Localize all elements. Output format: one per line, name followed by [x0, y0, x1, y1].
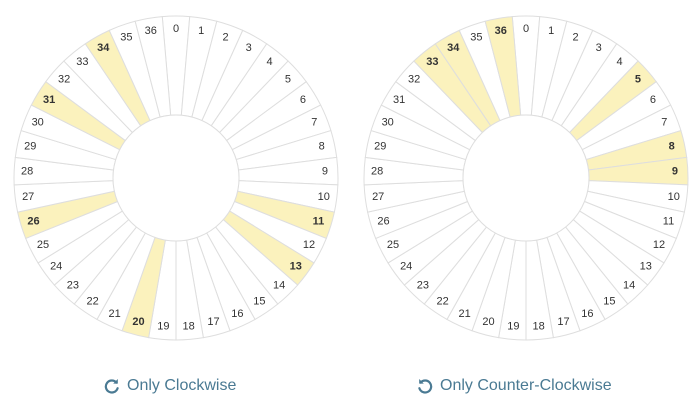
segment-number-23: 23: [67, 280, 79, 292]
segment-number-31: 31: [43, 94, 55, 106]
segment-number-31: 31: [393, 94, 405, 106]
segment-number-26: 26: [377, 216, 389, 228]
segment-number-7: 7: [661, 116, 667, 128]
segment-number-6: 6: [300, 94, 306, 106]
segment-number-22: 22: [436, 295, 448, 307]
segment-number-21: 21: [108, 308, 120, 320]
segment-number-22: 22: [86, 295, 98, 307]
segment-number-1: 1: [548, 25, 554, 37]
segment-number-30: 30: [382, 116, 394, 128]
segment-number-11: 11: [313, 216, 325, 228]
segment-number-36: 36: [495, 25, 507, 37]
segment-number-28: 28: [371, 166, 383, 178]
segment-number-23: 23: [417, 280, 429, 292]
segment-number-19: 19: [157, 321, 169, 333]
segment-number-34: 34: [447, 42, 460, 54]
segment-number-3: 3: [596, 42, 602, 54]
segment-number-14: 14: [623, 280, 635, 292]
segment-number-7: 7: [311, 116, 317, 128]
segment-number-3: 3: [246, 42, 252, 54]
counter-clockwise-wheel: 0 123456789101112131415161718192021222324…: [363, 15, 689, 341]
segment-number-8: 8: [669, 141, 675, 153]
segment-number-5: 5: [285, 74, 291, 86]
segment-number-12: 12: [653, 239, 665, 251]
segment-number-13: 13: [640, 261, 652, 273]
segment-number-11: 11: [663, 216, 674, 228]
segment-number-4: 4: [267, 56, 273, 68]
segment-number-27: 27: [22, 191, 34, 203]
segment-number-1: 1: [198, 25, 204, 37]
segment-number-36: 36: [145, 25, 157, 37]
segment-number-2: 2: [223, 32, 229, 44]
segment-number-0: 0: [523, 23, 529, 35]
wheel-center: [112, 114, 240, 242]
segment-number-21: 21: [458, 308, 470, 320]
segment-number-34: 34: [97, 42, 110, 54]
segment-number-9: 9: [672, 166, 678, 178]
segment-number-18: 18: [532, 321, 544, 333]
only-clockwise-button[interactable]: Only Clockwise: [104, 374, 236, 398]
segment-number-28: 28: [21, 166, 33, 178]
clockwise-wheel: 0 123456789101112131415161718192021222324…: [13, 15, 339, 341]
segment-number-32: 32: [58, 74, 70, 86]
segment-number-0: 0: [173, 23, 179, 35]
segment-number-13: 13: [290, 261, 302, 273]
rotate-clockwise-icon: [104, 378, 120, 394]
segment-number-18: 18: [182, 321, 194, 333]
segment-number-2: 2: [573, 32, 579, 44]
segment-number-19: 19: [507, 321, 519, 333]
segment-number-4: 4: [617, 56, 623, 68]
wheel-center: [462, 114, 590, 242]
segment-number-35: 35: [120, 32, 132, 44]
rotate-counter-clockwise-icon: [417, 378, 433, 394]
segment-number-24: 24: [400, 261, 412, 273]
segment-number-29: 29: [24, 141, 36, 153]
segment-number-32: 32: [408, 74, 420, 86]
segment-number-33: 33: [76, 56, 88, 68]
segment-number-12: 12: [303, 239, 315, 251]
only-clockwise-label: Only Clockwise: [127, 377, 237, 394]
segment-number-16: 16: [581, 308, 593, 320]
segment-number-27: 27: [372, 191, 384, 203]
segment-number-16: 16: [231, 308, 243, 320]
segment-number-9: 9: [322, 166, 328, 178]
segment-number-25: 25: [387, 239, 399, 251]
only-counter-clockwise-label: Only Counter-Clockwise: [440, 377, 612, 394]
only-counter-clockwise-button[interactable]: Only Counter-Clockwise: [417, 374, 612, 398]
segment-number-6: 6: [650, 94, 656, 106]
segment-number-20: 20: [482, 316, 494, 328]
segment-number-33: 33: [426, 56, 438, 68]
segment-number-26: 26: [27, 216, 39, 228]
segment-number-17: 17: [207, 316, 219, 328]
segment-number-30: 30: [32, 116, 44, 128]
segment-number-10: 10: [318, 191, 330, 203]
segment-number-29: 29: [374, 141, 386, 153]
segment-number-15: 15: [253, 295, 265, 307]
segment-number-8: 8: [319, 141, 325, 153]
segment-number-14: 14: [273, 280, 285, 292]
segment-number-5: 5: [635, 74, 641, 86]
segment-number-25: 25: [37, 239, 49, 251]
segment-number-35: 35: [470, 32, 482, 44]
segment-number-20: 20: [132, 316, 144, 328]
segment-number-24: 24: [50, 261, 62, 273]
segment-number-15: 15: [603, 295, 615, 307]
segment-number-17: 17: [557, 316, 569, 328]
segment-number-10: 10: [668, 191, 680, 203]
